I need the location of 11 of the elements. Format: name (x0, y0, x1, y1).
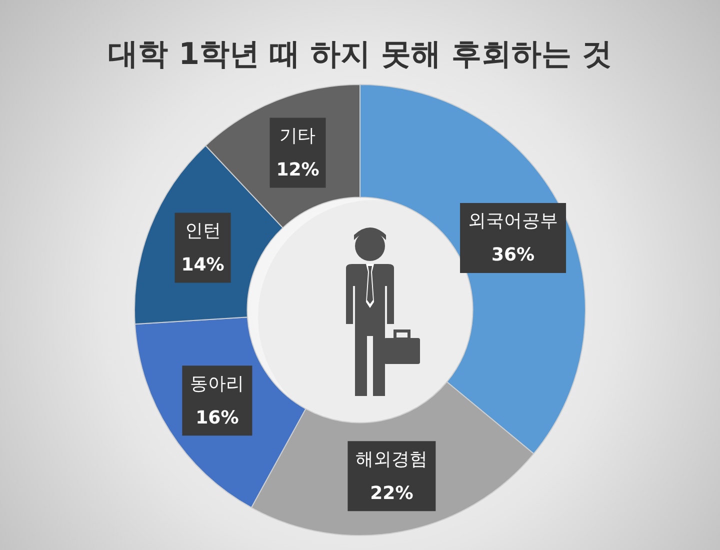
slice-label: 인턴 (184, 220, 221, 242)
slice-label: 해외경험 (356, 448, 428, 470)
data-label: 14% (181, 254, 224, 276)
data-label: 22% (370, 482, 414, 504)
chart-title: 대학 1학년 때 하지 못해 후회하는 것 (107, 36, 613, 74)
data-label: 36% (491, 244, 535, 266)
slice-label: 외국어공부 (468, 210, 558, 232)
slice-label: 동아리 (190, 373, 244, 394)
data-label: 16% (196, 407, 239, 428)
data-label: 12% (276, 159, 320, 180)
slice-label: 기타 (280, 125, 316, 146)
